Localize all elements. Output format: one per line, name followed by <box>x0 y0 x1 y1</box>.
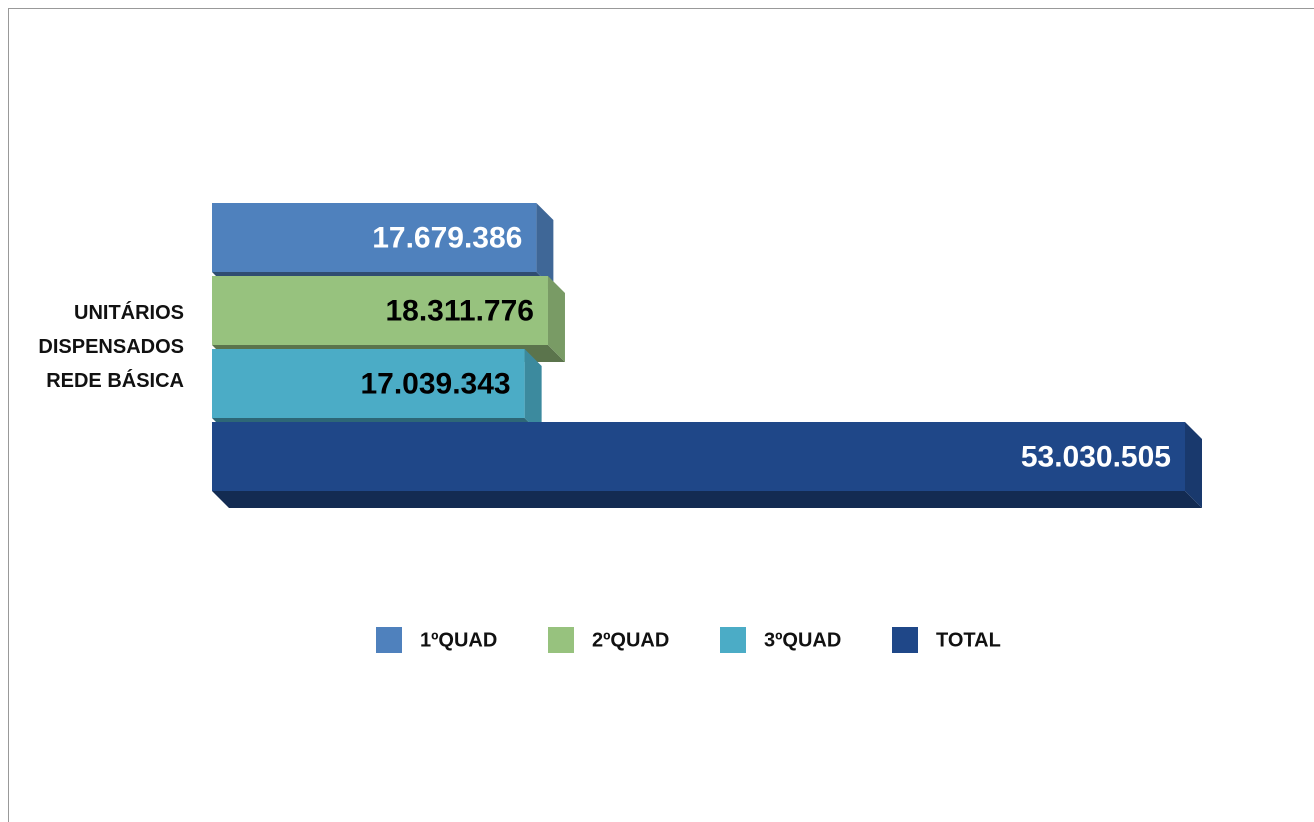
legend-label: 2ºQUAD <box>592 629 669 651</box>
value-label: 17.039.343 <box>360 367 510 400</box>
bar-side <box>1185 422 1202 508</box>
legend-swatch <box>892 627 918 653</box>
value-label: 17.679.386 <box>372 221 522 254</box>
legend-label: 3ºQUAD <box>764 629 841 651</box>
bar-front <box>212 276 548 345</box>
category-label: UNITÁRIOS DISPENSADOS REDE BÁSICA <box>38 302 184 392</box>
bar-side <box>536 203 554 289</box>
bar-front <box>212 349 525 418</box>
bar-side <box>524 349 542 435</box>
legend-swatch <box>548 627 574 653</box>
value-label: 18.311.776 <box>385 294 534 327</box>
bar-bottom <box>212 491 1202 508</box>
bar-side <box>547 276 565 362</box>
bar-front <box>212 203 537 272</box>
legend-swatch <box>376 627 402 653</box>
legend-label: 1ºQUAD <box>420 629 497 651</box>
bar-front <box>212 422 1185 491</box>
bar <box>212 422 1202 508</box>
value-label: 53.030.505 <box>1021 440 1171 473</box>
frame <box>8 8 1314 822</box>
legend-label: TOTAL <box>936 629 1001 651</box>
legend-swatch <box>720 627 746 653</box>
